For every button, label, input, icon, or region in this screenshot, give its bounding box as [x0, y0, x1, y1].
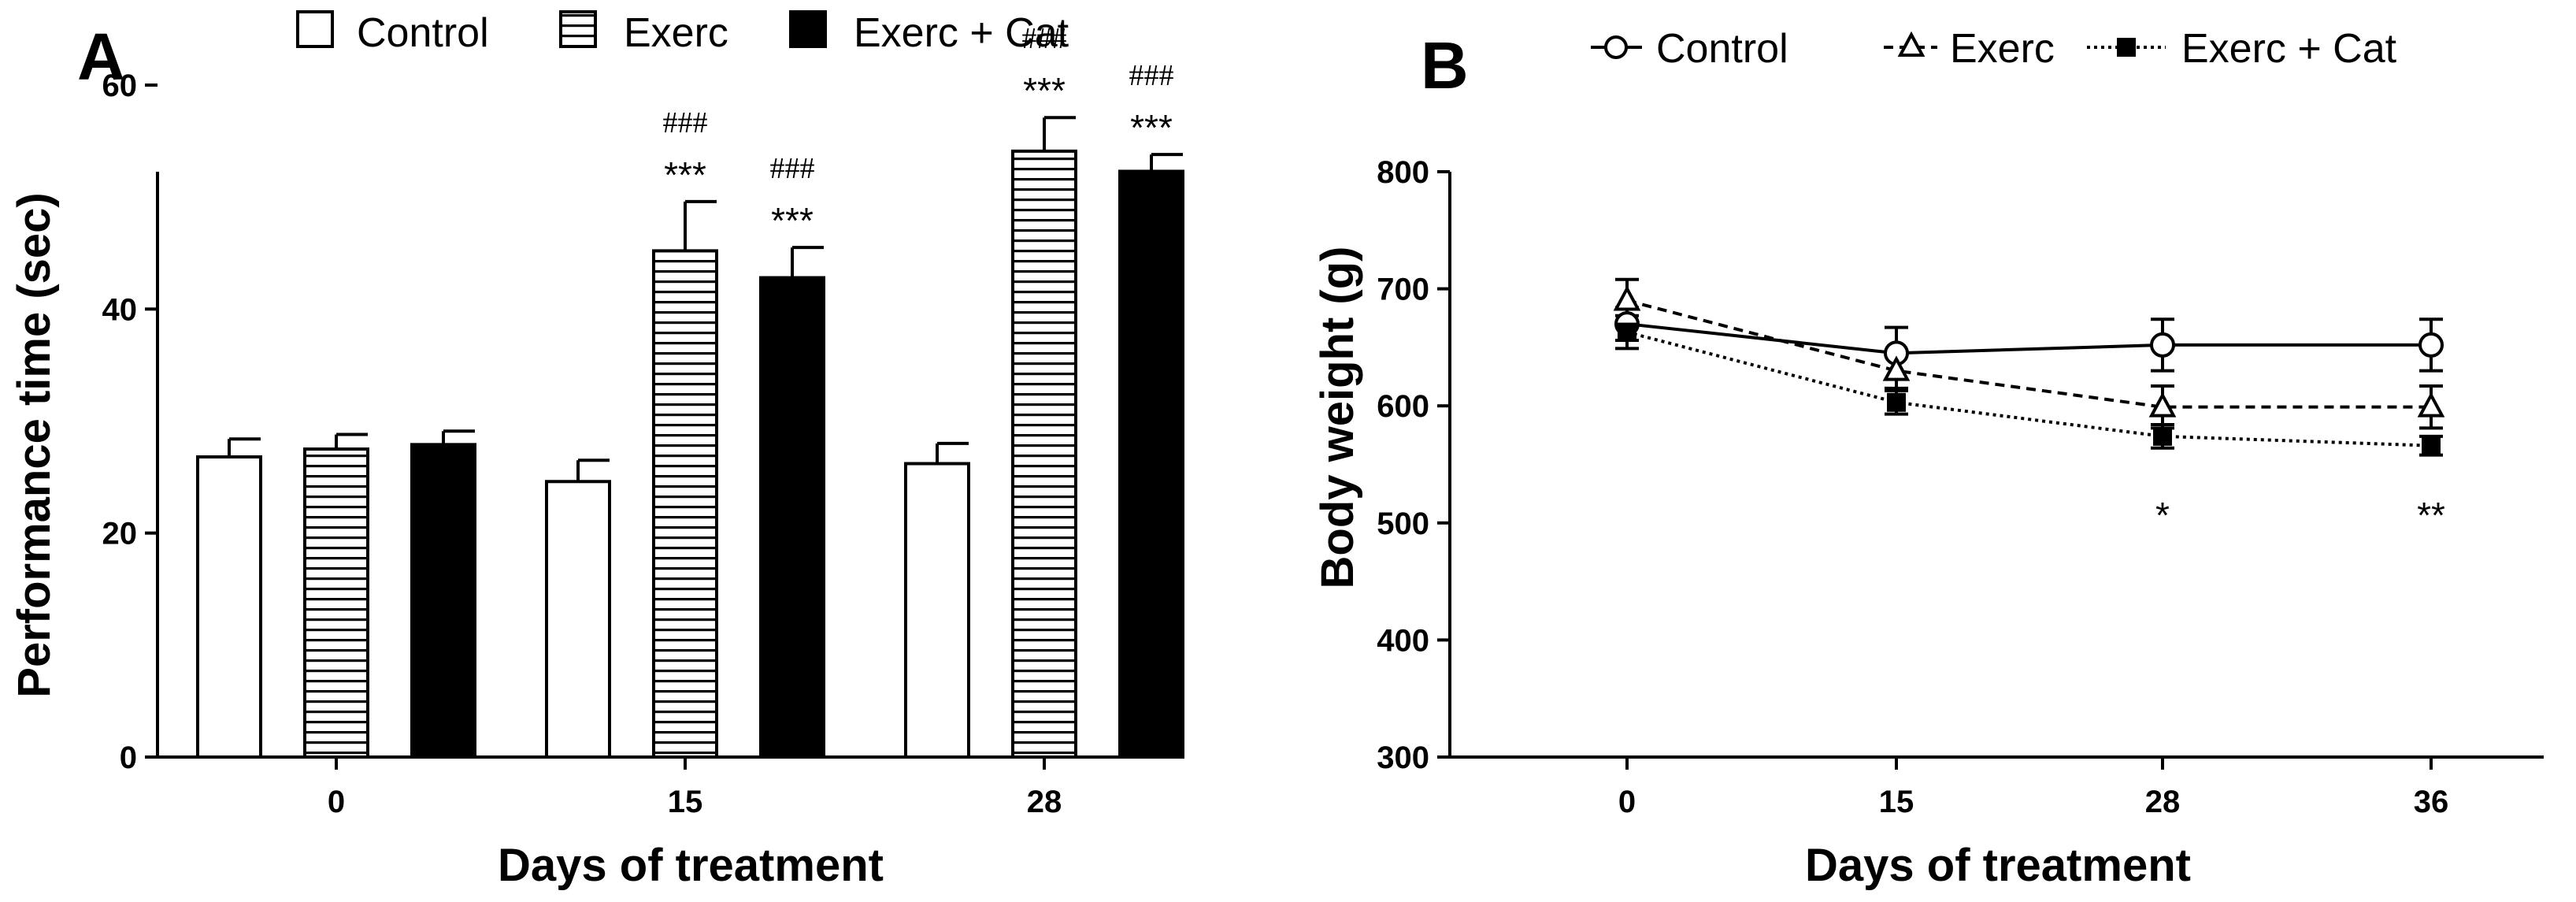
panel-a-y-tick-label: 20 [102, 517, 138, 551]
panel-a-y-tick-label: 0 [120, 741, 137, 775]
panel-b-y-ticks: 300 400 500 600 700 800 [1377, 155, 1450, 775]
panel-b-x-tick-label: 15 [1879, 785, 1914, 819]
panel-a-bar-exerc [1011, 149, 1077, 759]
panel-b-line-exerc-cat [1626, 330, 2432, 447]
panel-a-y-tick-label: 40 [102, 292, 138, 327]
panel-a-y-ticks: 0 20 40 60 [102, 69, 158, 775]
panel-b-x-tick-label: 0 [1618, 785, 1636, 819]
panel-a-bar-exerc [303, 447, 369, 759]
panel-a-sig-hash: ### [1129, 59, 1174, 92]
panel-b-point-exerc [2417, 392, 2445, 418]
panel-a-x-tick-label: 15 [668, 785, 703, 819]
legend-a: Control Exerc Exerc + Cat [296, 10, 1069, 56]
panel-b-line-control [1626, 322, 2431, 355]
legend-b-exerc-cat-label: Exerc + Cat [2181, 26, 2397, 72]
panel-b-point-exerc-cat [1618, 322, 1636, 342]
panel-a-bar-control [904, 462, 970, 759]
legend-b-control-label: Control [1656, 26, 1788, 72]
panel-b-line-exerc [1626, 299, 2431, 409]
panel-a-x-axis-title: Days of treatment [498, 840, 884, 891]
panel-a-sig-hash: ### [663, 106, 708, 139]
panel-a: A Control Exerc Exerc + Cat 0 20 40 60 0 15 2… [9, 10, 1184, 891]
panel-a-bar-exerc-cat [1118, 169, 1184, 759]
panel-b: B Control Exerc Exerc + Cat 300 400 500 600… [1312, 26, 2544, 891]
panel-a-sig-hash: ### [770, 152, 815, 185]
panel-b-label: B [1421, 28, 1469, 102]
panel-a-sig-stars: *** [771, 200, 814, 241]
panel-b-point-exerc-cat [2422, 436, 2441, 455]
legend-b-exerc-cat-marker [2117, 38, 2136, 57]
panel-b-point-exerc [1882, 355, 1911, 381]
panel-b-y-tick-label: 300 [1377, 741, 1429, 775]
legend-b-exerc-marker [1897, 31, 1926, 57]
panel-b-annotations: * ** [2155, 495, 2445, 536]
panel-a-x-tick-label: 28 [1027, 785, 1062, 819]
panel-a-x-tick-label: 0 [328, 785, 345, 819]
panel-a-bar-exerc-cat [410, 443, 476, 759]
panel-a-sig-stars: *** [1023, 70, 1066, 111]
panel-a-bars: *** ### *** ### *** ### *** ### [196, 22, 1184, 759]
panel-a-y-axis-title: Performance time (sec) [9, 192, 60, 697]
panel-b-point-exerc [2148, 392, 2177, 418]
panel-b-point-exerc-cat [2153, 426, 2172, 446]
panel-b-y-tick-label: 800 [1377, 155, 1429, 190]
legend-a-exerc-cat-label: Exerc + Cat [854, 10, 1069, 56]
panel-b-y-axis-title: Body weight (g) [1312, 247, 1363, 589]
legend-a-control-swatch [296, 10, 334, 48]
legend-a-exerc-swatch [559, 10, 597, 48]
panel-b-y-tick-label: 500 [1377, 507, 1429, 541]
panel-b-point-control [2418, 332, 2444, 358]
panel-b-y-tick-label: 700 [1377, 273, 1429, 307]
panel-b-x-axis-title: Days of treatment [1805, 840, 2191, 891]
panel-b-x-ticks: 0 15 28 36 [1618, 757, 2448, 819]
panel-b-y-tick-label: 400 [1377, 623, 1429, 658]
panel-b-y-tick-label: 600 [1377, 389, 1429, 424]
panel-a-bar-exerc [652, 249, 718, 759]
legend-a-control-label: Control [357, 10, 489, 56]
legend-b: Control Exerc Exerc + Cat [1591, 26, 2397, 72]
panel-b-sig-stars: ** [2417, 495, 2445, 536]
panel-a-label: A [77, 20, 125, 94]
panel-a-x-ticks: 0 15 28 [328, 757, 1062, 819]
panel-a-sig-hash: ### [1022, 22, 1067, 55]
panel-b-sig-stars: * [2155, 495, 2170, 536]
panel-b-x-tick-label: 28 [2145, 785, 2181, 819]
panel-a-sig-stars: *** [664, 154, 706, 195]
legend-b-exerc-label: Exerc [1950, 26, 2055, 72]
panel-a-sig-stars: *** [1130, 107, 1173, 148]
panel-a-bar-exerc-cat [759, 276, 825, 759]
panel-a-y-tick-label: 60 [102, 69, 138, 103]
panel-b-point-exerc [1613, 285, 1641, 311]
panel-a-bar-control [196, 455, 262, 759]
panel-b-series [1613, 277, 2445, 457]
legend-a-exerc-cat-swatch [789, 10, 827, 48]
panel-b-x-tick-label: 36 [2414, 785, 2449, 819]
legend-a-exerc-label: Exerc [624, 10, 728, 56]
panel-a-bar-control [545, 480, 611, 759]
panel-b-point-control [2150, 332, 2175, 358]
panel-b-point-exerc-cat [1887, 392, 1906, 412]
legend-b-control-marker [1604, 35, 1628, 59]
